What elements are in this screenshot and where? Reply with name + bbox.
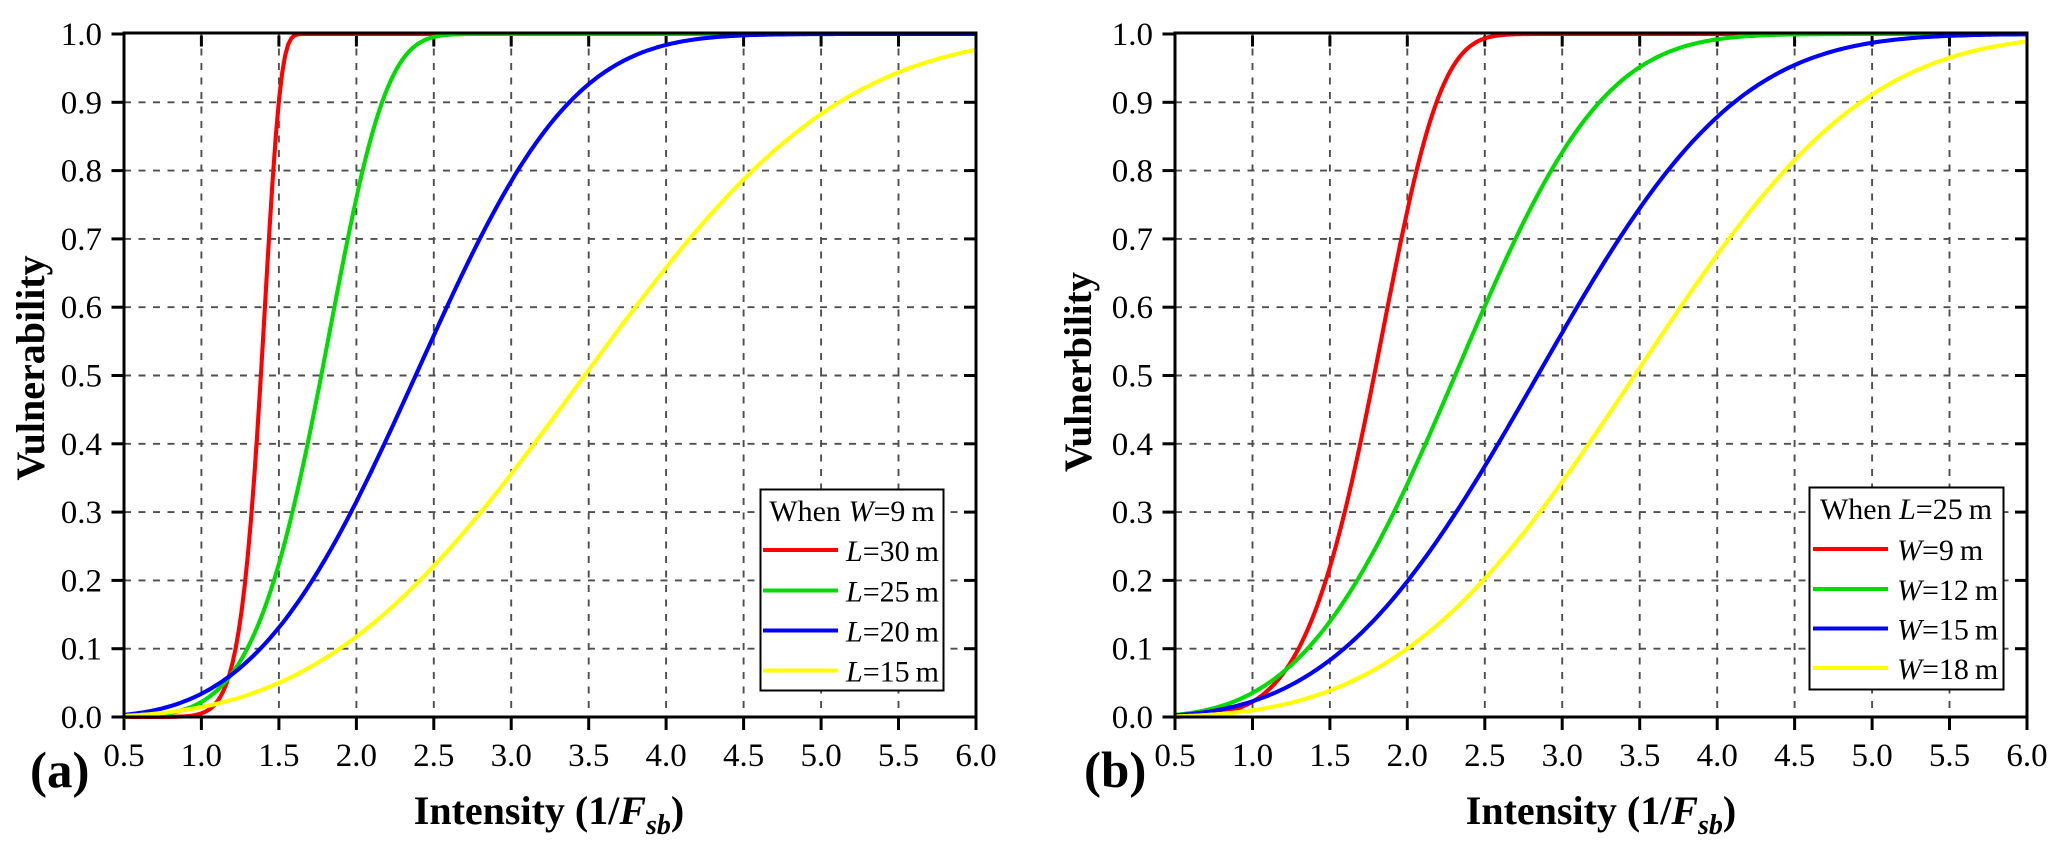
- svg-text:2.5: 2.5: [1464, 738, 1505, 774]
- svg-text:When L=25 m: When L=25 m: [1820, 493, 1992, 526]
- svg-text:5.5: 5.5: [878, 738, 919, 774]
- svg-text:Intensity (1/Fsb): Intensity (1/Fsb): [1466, 788, 1737, 841]
- svg-text:0.2: 0.2: [61, 563, 102, 599]
- svg-text:0.1: 0.1: [1112, 632, 1153, 668]
- svg-text:(a): (a): [30, 743, 89, 799]
- svg-text:0.0: 0.0: [61, 700, 102, 736]
- svg-text:When W=9 m: When W=9 m: [769, 495, 934, 528]
- svg-text:0.9: 0.9: [1112, 85, 1153, 121]
- svg-text:1.0: 1.0: [1112, 17, 1153, 53]
- svg-text:0.3: 0.3: [61, 495, 102, 531]
- svg-text:0.1: 0.1: [61, 632, 102, 668]
- svg-text:0.9: 0.9: [61, 85, 102, 121]
- svg-text:3.0: 3.0: [1542, 738, 1583, 774]
- svg-text:1.0: 1.0: [181, 738, 222, 774]
- svg-text:0.8: 0.8: [61, 154, 102, 190]
- svg-text:0.7: 0.7: [1112, 222, 1153, 258]
- svg-text:1.5: 1.5: [258, 738, 299, 774]
- svg-text:4.0: 4.0: [645, 738, 686, 774]
- svg-text:3.0: 3.0: [491, 738, 532, 774]
- svg-text:6.0: 6.0: [2006, 738, 2047, 774]
- svg-text:0.5: 0.5: [103, 738, 144, 774]
- svg-text:L=25 m: L=25 m: [845, 576, 939, 609]
- svg-text:1.0: 1.0: [61, 17, 102, 53]
- svg-text:0.5: 0.5: [1112, 359, 1153, 395]
- svg-text:1.5: 1.5: [1309, 738, 1350, 774]
- svg-text:2.0: 2.0: [336, 738, 377, 774]
- svg-text:(b): (b): [1084, 743, 1146, 799]
- svg-text:0.7: 0.7: [61, 222, 102, 258]
- svg-text:0.4: 0.4: [1112, 427, 1153, 463]
- svg-text:Vulnerability: Vulnerability: [8, 255, 53, 480]
- svg-text:1.0: 1.0: [1232, 738, 1273, 774]
- svg-text:W=12 m: W=12 m: [1897, 574, 1998, 607]
- svg-text:2.5: 2.5: [413, 738, 454, 774]
- svg-text:5.5: 5.5: [1929, 738, 1970, 774]
- svg-text:4.5: 4.5: [723, 738, 764, 774]
- svg-text:0.0: 0.0: [1112, 700, 1153, 736]
- svg-text:Intensity (1/Fsb): Intensity (1/Fsb): [414, 788, 685, 841]
- svg-text:4.0: 4.0: [1697, 738, 1738, 774]
- svg-text:3.5: 3.5: [568, 738, 609, 774]
- svg-text:0.5: 0.5: [1154, 738, 1195, 774]
- svg-text:W=15 m: W=15 m: [1897, 614, 1998, 647]
- svg-text:0.2: 0.2: [1112, 563, 1153, 599]
- svg-text:L=30 m: L=30 m: [845, 535, 939, 568]
- svg-text:0.6: 0.6: [61, 290, 102, 326]
- svg-text:5.0: 5.0: [1851, 738, 1892, 774]
- svg-text:0.5: 0.5: [61, 359, 102, 395]
- svg-text:5.0: 5.0: [800, 738, 841, 774]
- svg-text:L=15 m: L=15 m: [845, 656, 939, 689]
- svg-text:Vulnerbility: Vulnerbility: [1057, 271, 1100, 472]
- svg-text:0.6: 0.6: [1112, 290, 1153, 326]
- svg-text:W=18 m: W=18 m: [1897, 653, 1998, 686]
- svg-text:6.0: 6.0: [955, 738, 996, 774]
- svg-text:0.4: 0.4: [61, 427, 102, 463]
- svg-text:4.5: 4.5: [1774, 738, 1815, 774]
- svg-text:0.8: 0.8: [1112, 154, 1153, 190]
- svg-text:2.0: 2.0: [1387, 738, 1428, 774]
- svg-text:L=20 m: L=20 m: [845, 616, 939, 649]
- svg-text:W=9 m: W=9 m: [1897, 534, 1983, 567]
- svg-text:3.5: 3.5: [1619, 738, 1660, 774]
- svg-text:0.3: 0.3: [1112, 495, 1153, 531]
